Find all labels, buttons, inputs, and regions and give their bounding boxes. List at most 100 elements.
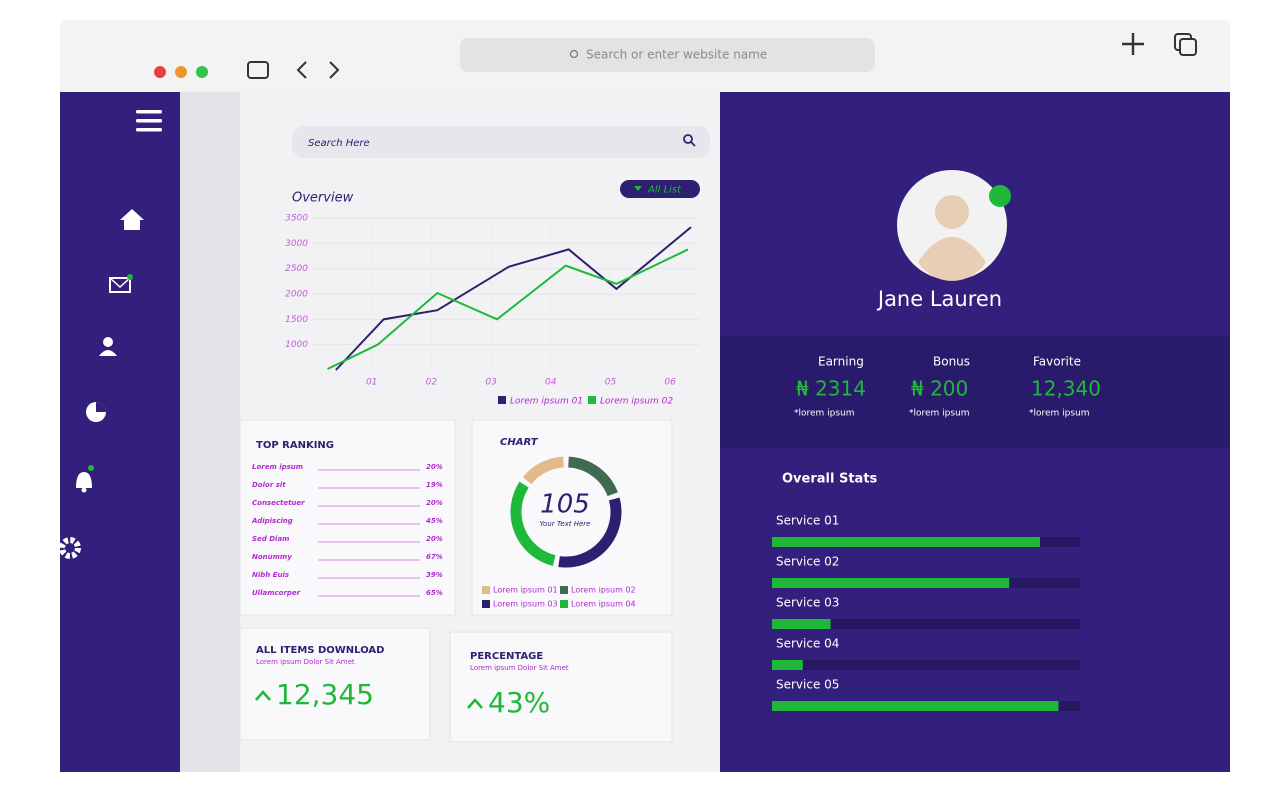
ranking-value: 65% [426,589,443,597]
mail-icon[interactable] [109,274,133,293]
donut-title: CHART [500,437,539,448]
donut-segment [567,456,618,497]
downloads-title: ALL ITEMS DOWNLOAD [256,645,384,656]
reports-icon[interactable] [86,402,106,422]
ranking-list: Lorem ipsum 20% Dolor sit 19% Consectetuer 20… [251,463,443,597]
sidebar [60,92,180,772]
sidebar-toggle[interactable] [247,61,269,79]
y-tick-label: 3000 [285,239,308,249]
menu-button[interactable] [136,110,162,132]
series-line [327,248,689,370]
forward-button[interactable] [329,61,340,79]
progress-bar [772,660,803,670]
ranking-value: 67% [426,553,443,561]
y-tick-label: 3500 [285,214,308,224]
ranking-label: Dolor sit [252,481,286,489]
legend-label: Lorem ipsum 02 [571,586,636,595]
percentage-subtitle: Lorem ipsum Dolor Sit Amet [470,664,569,672]
progress-bar [772,578,1010,588]
maximize-button[interactable] [196,66,208,78]
ranking-value: 45% [426,517,443,525]
series-line [335,226,692,371]
ranking-label: Nibh Euis [252,571,289,579]
ranking-value: 20% [426,499,443,507]
search-field[interactable] [292,126,710,158]
close-button[interactable] [154,66,166,78]
filter-dropdown[interactable] [620,180,700,198]
legend-swatch [560,600,568,608]
ranking-label: Ullamcorper [252,589,301,597]
downloads-value: 12,345 [276,678,374,711]
legend-swatch [498,396,506,404]
donut-segment [558,497,622,568]
donut-segment [522,456,565,485]
search-icon [569,49,579,59]
new-tab-button[interactable] [1122,33,1144,55]
ranking-label: Adipiscing [251,517,293,525]
y-tick-label: 2000 [285,290,308,300]
settings-icon[interactable] [59,537,81,559]
ranking-title: TOP RANKING [256,440,334,451]
donut-card [471,419,673,616]
filter-label: All List [647,185,682,196]
ranking-value: 19% [426,481,443,489]
x-tick-label: 02 [426,378,438,388]
downloads-card [239,627,431,741]
overall-title: Overall Stats [782,472,878,487]
stat-note: *lorem ipsum [794,409,855,419]
service-label: Service 02 [776,555,839,569]
ranking-label: Sed Diam [252,535,289,543]
donut-center-value: 105 [540,490,590,520]
stat-note: *lorem ipsum [909,409,970,419]
legend-swatch [482,600,490,608]
ranking-card [239,419,456,616]
donut-chart: Lorem ipsum 01 Lorem ipsum 02 Lorem ipsum … [482,456,636,609]
service-label: Service 04 [776,637,839,651]
progress-bar [772,619,831,629]
x-tick-label: 01 [366,378,377,388]
progress-track [772,660,1080,670]
search-button[interactable] [683,134,696,147]
legend-label: Lorem ipsum 01 [510,397,583,407]
x-tick-label: 04 [545,378,557,388]
legend-label: Lorem ipsum 04 [571,600,636,609]
donut-center-text: Your Text Here [540,520,591,528]
dropdown-arrow [634,186,642,191]
stat-label: Earning [818,355,864,369]
service-label: Service 01 [776,514,839,528]
legend-swatch [560,586,568,594]
service-list: Service 01 Service 02 Service 03 Service 04… [772,514,1080,711]
tabs-button[interactable] [1174,33,1197,56]
profile-icon[interactable] [99,337,117,356]
avatar-body [918,237,986,281]
overview-chart: 1000 1500 2000 2500 3000 3500 01 02 03 04 05 06 Lore… [285,214,700,407]
stat-label: Bonus [933,355,970,369]
stat-value: ₦ 200 [911,377,968,401]
legend-label: Lorem ipsum 01 [493,586,558,595]
notifications-icon[interactable] [76,465,94,493]
legend-label: Lorem ipsum 03 [493,600,558,609]
earnings-band [720,336,1230,448]
overview-title: Overview [292,191,354,206]
progress-bar [772,701,1059,711]
y-tick-label: 1500 [285,315,308,325]
minimize-button[interactable] [175,66,187,78]
x-tick-label: 05 [605,378,617,388]
address-placeholder: Search or enter website name [586,48,767,62]
address-bar[interactable] [460,38,875,72]
stat-note: *lorem ipsum [1029,409,1090,419]
up-arrow [467,698,483,709]
stat-value: 12,340 [1031,377,1101,401]
y-tick-label: 2500 [285,264,308,274]
home-icon[interactable] [120,209,144,230]
legend-label: Lorem ipsum 02 [600,397,673,407]
online-status [989,185,1011,207]
profile-name: Jane Lauren [876,287,1002,311]
ranking-value: 20% [426,535,443,543]
x-tick-label: 06 [664,378,676,388]
ranking-label: Consectetuer [252,499,305,507]
x-tick-label: 03 [485,378,497,388]
back-button[interactable] [296,61,307,79]
